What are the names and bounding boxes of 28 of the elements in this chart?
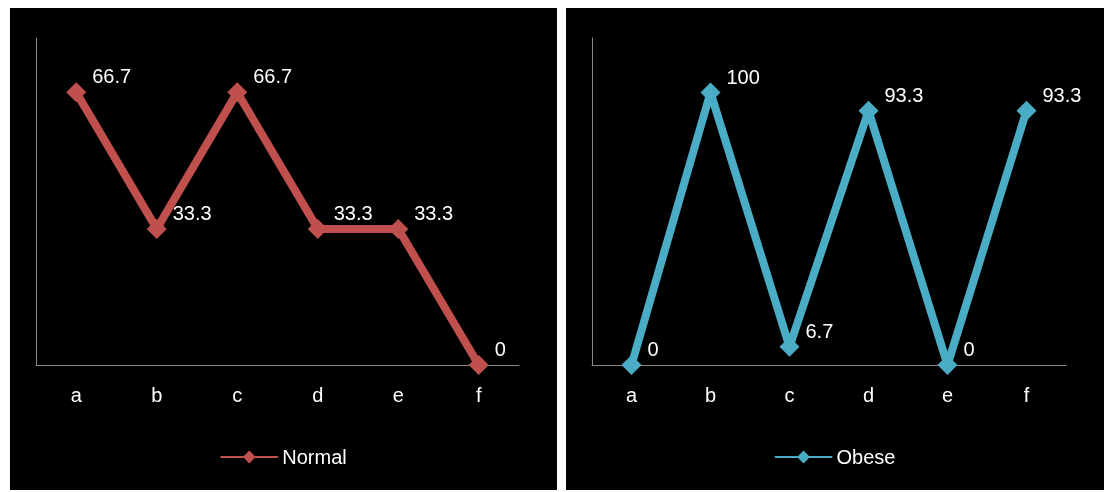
data-label: 6.7 [805, 319, 834, 342]
x-tick-label: b [151, 384, 163, 406]
x-tick-label: d [312, 384, 324, 406]
point [621, 355, 642, 375]
data-label: 33.3 [172, 201, 212, 224]
legend-label: Obese [836, 446, 896, 468]
data-label: 33.3 [333, 201, 373, 224]
data-label: 0 [494, 338, 506, 360]
data-label: 0 [963, 338, 975, 360]
x-tick-label: a [70, 384, 83, 406]
x-tick-label: a [625, 384, 638, 406]
x-tick-label: e [392, 384, 404, 406]
point [1016, 100, 1037, 121]
x-tick-label: d [862, 384, 875, 406]
data-label: 0 [647, 338, 659, 360]
data-label: 66.7 [253, 65, 293, 88]
legend-label: Normal [282, 446, 347, 468]
x-tick-label: c [232, 384, 243, 406]
data-label: 33.3 [414, 201, 454, 224]
x-tick-label: f [1023, 384, 1030, 406]
data-label: 66.7 [92, 65, 132, 88]
x-tick-label: f [475, 384, 482, 406]
data-label: 93.3 [1042, 83, 1082, 106]
x-tick-label: b [704, 384, 717, 406]
x-tick-label: c [784, 384, 795, 406]
data-label: 100 [726, 65, 760, 88]
data-label: 93.3 [884, 83, 924, 106]
x-tick-label: e [941, 384, 954, 406]
